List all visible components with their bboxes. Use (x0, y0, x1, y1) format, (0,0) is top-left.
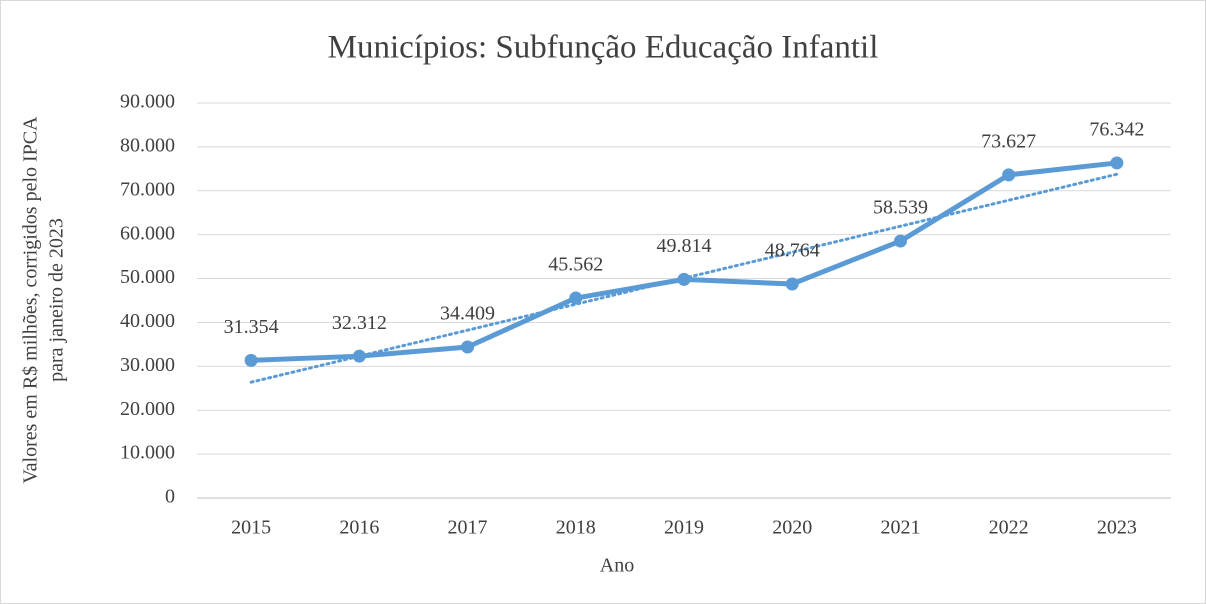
x-tick-label: 2016 (339, 517, 379, 539)
y-tick-label: 0 (165, 486, 175, 508)
y-tick-label: 50.000 (120, 266, 175, 288)
data-label: 49.814 (657, 235, 712, 257)
data-point (893, 234, 907, 248)
y-axis-label-line: Valores em R$ milhões, corrigidos pelo I… (20, 116, 42, 484)
x-tick-label: 2020 (772, 517, 812, 539)
y-tick-label: 20.000 (120, 398, 175, 420)
data-label: 76.342 (1089, 119, 1144, 141)
x-tick-label: 2018 (556, 517, 596, 539)
data-label: 32.312 (332, 312, 387, 334)
data-label: 58.539 (873, 197, 928, 219)
data-label: 31.354 (224, 316, 279, 338)
data-label: 45.562 (548, 254, 603, 276)
x-tick-label: 2021 (880, 517, 920, 539)
x-tick-label: 2015 (231, 517, 271, 539)
data-point (785, 277, 799, 291)
chart-title: Municípios: Subfunção Educação Infantil (328, 30, 879, 66)
y-axis-label: Valores em R$ milhões, corrigidos pelo I… (20, 116, 68, 484)
y-tick-label: 70.000 (120, 178, 175, 200)
y-tick-label: 60.000 (120, 222, 175, 244)
data-point (244, 353, 258, 367)
y-tick-label: 40.000 (120, 310, 175, 332)
x-axis-label: Ano (600, 555, 634, 577)
data-point (677, 272, 691, 286)
x-tick-label: 2023 (1097, 517, 1137, 539)
x-tick-label: 2019 (664, 517, 704, 539)
data-point (461, 340, 475, 354)
data-label: 73.627 (981, 130, 1036, 152)
data-point (352, 349, 366, 363)
x-tick-label: 2022 (989, 517, 1029, 539)
y-tick-label: 90.000 (120, 91, 175, 113)
data-point (569, 291, 583, 305)
data-point (1110, 156, 1124, 170)
y-tick-label: 10.000 (120, 442, 175, 464)
y-tick-label: 80.000 (120, 134, 175, 156)
data-label: 34.409 (440, 303, 495, 325)
data-label: 48.764 (765, 240, 820, 262)
y-tick-label: 30.000 (120, 354, 175, 376)
y-axis-label-line: para janeiro de 2023 (46, 218, 68, 382)
x-tick-label: 2017 (448, 517, 488, 539)
data-point (1002, 168, 1016, 182)
